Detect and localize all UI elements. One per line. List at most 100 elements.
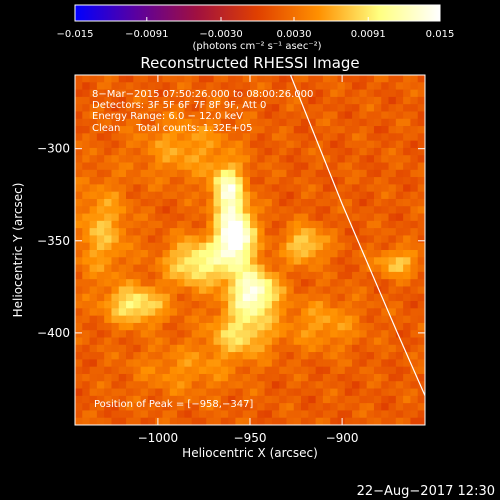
heatmap-cell <box>191 250 200 258</box>
heatmap-cell <box>220 330 229 338</box>
heatmap-cell <box>147 344 156 353</box>
heatmap-cell <box>96 388 105 397</box>
heatmap-cell <box>75 308 83 317</box>
heatmap-cell <box>198 359 207 368</box>
heatmap-cell <box>169 82 178 90</box>
heatmap-cell <box>242 184 251 193</box>
heatmap-cell <box>337 388 346 397</box>
heatmap-cell <box>147 162 156 171</box>
heatmap-cell <box>126 264 134 273</box>
heatmap-cell <box>155 235 163 244</box>
heatmap-cell <box>162 410 171 419</box>
heatmap-cell <box>410 373 419 382</box>
heatmap-cell <box>96 75 105 83</box>
heatmap-cell <box>104 410 112 419</box>
heatmap-cell <box>235 301 244 309</box>
heatmap-cell <box>359 198 368 207</box>
heatmap-cell <box>104 344 112 353</box>
heatmap-cell <box>286 177 295 185</box>
heatmap-cell <box>228 104 236 112</box>
heatmap-cell <box>89 75 98 83</box>
heatmap-cell <box>388 96 397 105</box>
heatmap-cell <box>155 118 163 127</box>
heatmap-cell <box>417 198 425 207</box>
heatmap-cell <box>140 169 149 178</box>
heatmap-cell <box>162 381 171 389</box>
heatmap-cell <box>250 104 258 112</box>
heatmap-cell <box>111 257 120 265</box>
heatmap-cell <box>395 140 404 149</box>
heatmap-cell <box>162 373 171 382</box>
heatmap-cell <box>213 315 222 324</box>
heatmap-cell <box>82 344 90 353</box>
heatmap-cell <box>301 403 309 411</box>
heatmap-cell <box>198 147 207 156</box>
heatmap-cell <box>206 344 214 353</box>
heatmap-cell <box>410 381 419 389</box>
heatmap-cell <box>322 279 331 287</box>
heatmap-cell <box>133 206 142 214</box>
heatmap-cell <box>279 308 287 317</box>
heatmap-cell <box>344 89 353 98</box>
heatmap-cell <box>366 344 375 353</box>
heatmap-cell <box>111 395 120 404</box>
heatmap-cell <box>279 228 287 236</box>
heatmap-cell <box>235 344 244 353</box>
heatmap-cell <box>403 410 411 419</box>
heatmap-cell <box>359 417 368 425</box>
heatmap-cell <box>206 96 214 105</box>
heatmap-cell <box>250 293 258 302</box>
heatmap-cell <box>126 111 134 120</box>
heatmap-cell <box>322 89 331 98</box>
heatmap-cell <box>403 242 411 251</box>
heatmap-cell <box>155 177 163 185</box>
heatmap-cell <box>250 220 258 229</box>
heatmap-cell <box>301 395 309 404</box>
heatmap-cell <box>162 395 171 404</box>
heatmap-cell <box>213 198 222 207</box>
heatmap-cell <box>75 330 83 338</box>
heatmap-cell <box>75 220 83 229</box>
heatmap-cell <box>111 155 120 163</box>
heatmap-cell <box>301 104 309 112</box>
heatmap-cell <box>155 395 163 404</box>
heatmap-cell <box>75 82 83 90</box>
heatmap-cell <box>388 118 397 127</box>
heatmap-cell <box>126 169 134 178</box>
y-tick-label: −300 <box>37 142 70 156</box>
heatmap-cell <box>330 395 338 404</box>
heatmap-cell <box>330 111 338 120</box>
heatmap-cell <box>366 89 375 98</box>
heatmap-cell <box>75 337 83 346</box>
heatmap-cell <box>89 271 98 280</box>
heatmap-cell <box>242 169 251 178</box>
heatmap-cell <box>169 220 178 229</box>
heatmap-cell <box>198 293 207 302</box>
heatmap-cell <box>155 220 163 229</box>
heatmap-cell <box>271 104 280 112</box>
heatmap-cell <box>184 337 193 346</box>
heatmap-cell <box>271 140 280 149</box>
heatmap-cell <box>264 315 273 324</box>
heatmap-cell <box>373 242 382 251</box>
heatmap-cell <box>286 126 295 134</box>
heatmap-cell <box>337 381 346 389</box>
heatmap-cell <box>286 301 295 309</box>
heatmap-cell <box>250 89 258 98</box>
heatmap-cell <box>359 395 368 404</box>
heatmap-cell <box>133 359 142 368</box>
heatmap-cell <box>89 293 98 302</box>
heatmap-cell <box>344 279 353 287</box>
heatmap-cell <box>250 279 258 287</box>
heatmap-cell <box>111 271 120 280</box>
heatmap-cell <box>177 250 185 258</box>
heatmap-cell <box>118 395 127 404</box>
heatmap-cell <box>308 301 317 309</box>
heatmap-cell <box>322 111 331 120</box>
heatmap-cell <box>293 337 302 346</box>
heatmap-cell <box>388 133 397 142</box>
heatmap-cell <box>315 133 324 142</box>
heatmap-cell <box>184 344 193 353</box>
heatmap-cell <box>169 228 178 236</box>
heatmap-cell <box>118 337 127 346</box>
